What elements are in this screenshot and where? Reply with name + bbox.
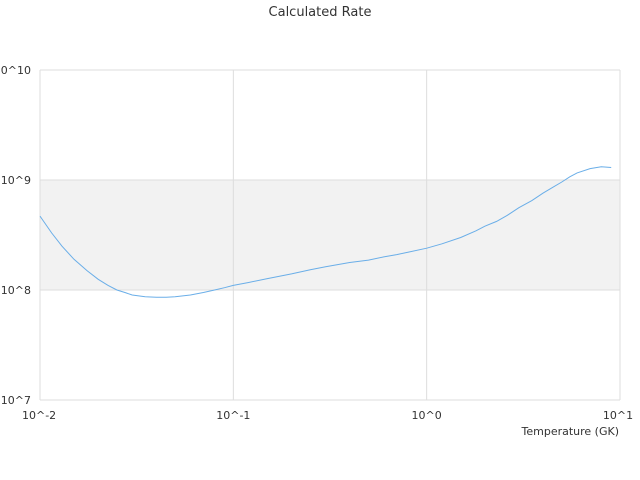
x-axis-label: Temperature (GK) (521, 425, 620, 438)
x-tick-label: 10^1 (603, 409, 633, 422)
x-tick-label: 10^-2 (22, 409, 56, 422)
x-tick-label: 10^-1 (216, 409, 250, 422)
x-axis-ticks: 10^-2 10^-1 10^0 10^1 (22, 409, 633, 422)
y-tick-label: 10^9 (1, 174, 31, 187)
grid (39, 69, 621, 401)
y-tick-label: 10^8 (1, 284, 31, 297)
x-tick-label: 10^0 (412, 409, 442, 422)
y-tick-label: 10^7 (1, 394, 31, 407)
y-axis-ticks: 10^7 10^8 10^9 10^10 (0, 64, 31, 407)
y-tick-label: 10^10 (0, 64, 31, 77)
series-line (39, 166, 612, 298)
plot-band (40, 180, 620, 290)
chart-title: Calculated Rate (269, 5, 372, 20)
